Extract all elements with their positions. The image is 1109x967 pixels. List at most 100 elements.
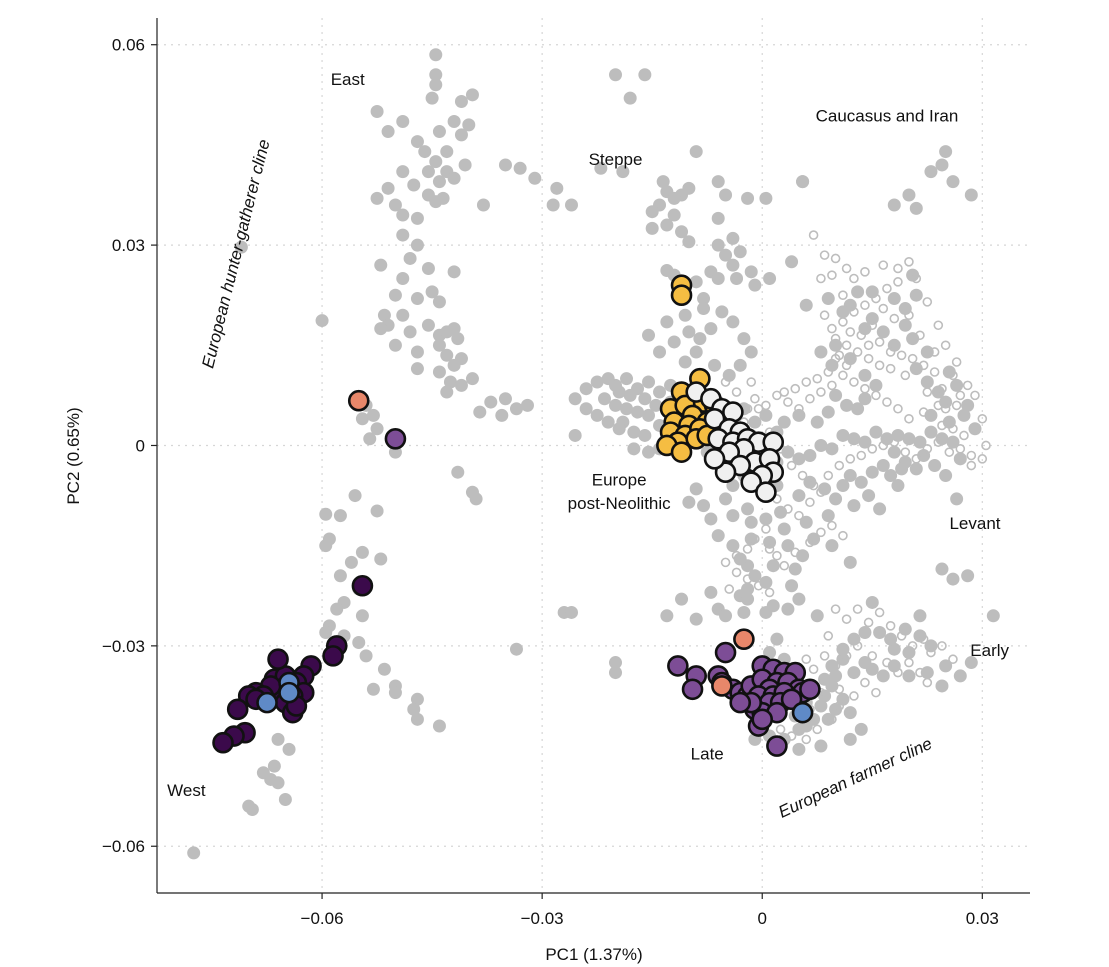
data-point-reference-open: [805, 393, 815, 404]
data-point-reference-open: [882, 283, 892, 294]
series-group: [698, 230, 991, 745]
data-point-reference: [638, 428, 652, 442]
data-point-reference-open: [926, 647, 936, 658]
data-point-reference: [843, 732, 857, 746]
data-point-reference: [388, 198, 402, 212]
data-point-reference: [374, 258, 388, 272]
data-point-reference: [425, 91, 439, 105]
data-point-reference: [741, 592, 755, 606]
data-point-reference: [667, 191, 681, 205]
data-point-reference: [366, 408, 380, 422]
data-point-reference: [432, 295, 446, 309]
data-point-reference: [462, 118, 476, 132]
data-point-reference: [719, 492, 733, 506]
data-point-reference-open: [779, 387, 790, 397]
data-point-reference: [964, 188, 978, 202]
data-point-reference: [642, 328, 656, 342]
data-point-reference: [766, 559, 780, 573]
data-point-reference: [675, 592, 689, 606]
data-point-sample: [256, 691, 278, 714]
data-point-reference: [407, 178, 421, 192]
data-point-reference: [829, 388, 843, 402]
data-point-reference-open: [827, 270, 837, 280]
data-point-reference: [403, 251, 417, 265]
data-point-reference-open: [790, 547, 801, 558]
data-point-reference: [440, 145, 454, 159]
data-point-sample: [703, 407, 726, 430]
data-point-sample: [755, 481, 777, 504]
data-point-reference: [887, 642, 901, 656]
data-point-sample: [729, 691, 752, 714]
data-point-reference-open: [889, 313, 900, 324]
data-point-reference: [887, 198, 901, 212]
data-point-reference: [697, 302, 711, 316]
data-point-reference: [689, 612, 703, 626]
data-point-reference-open: [805, 497, 815, 508]
data-point-reference-open: [830, 353, 841, 364]
data-point-reference: [876, 325, 890, 339]
y-tick-label: 0.06: [112, 36, 145, 55]
data-point-reference: [939, 469, 953, 483]
data-point-reference-open: [731, 567, 742, 578]
data-point-reference: [601, 415, 615, 429]
data-point-reference-open: [786, 731, 797, 741]
data-point-reference: [733, 552, 747, 566]
data-point-reference: [689, 145, 703, 159]
data-point-reference-open: [823, 367, 834, 377]
data-point-reference: [447, 322, 461, 336]
data-point-reference: [964, 656, 978, 670]
data-point-reference: [741, 502, 755, 516]
data-point-reference-open: [731, 550, 742, 561]
data-point-reference: [564, 605, 578, 619]
data-point-reference-open: [753, 403, 764, 414]
data-point-reference: [627, 425, 641, 439]
data-point-reference: [935, 679, 949, 693]
data-point-reference: [429, 155, 443, 169]
data-point-reference-open: [838, 530, 848, 541]
data-point-reference-open: [845, 454, 856, 464]
data-point-reference-open: [904, 657, 914, 668]
data-point-reference: [854, 475, 868, 489]
data-point-reference-open: [948, 423, 958, 434]
data-point-reference: [836, 479, 850, 493]
data-point-reference: [363, 432, 377, 446]
data-point-reference: [792, 452, 806, 466]
data-point-sample: [267, 648, 289, 671]
data-point-reference-open: [955, 390, 966, 401]
data-point-reference-open: [827, 714, 837, 725]
data-point-reference: [792, 592, 806, 606]
data-point-reference-open: [819, 250, 830, 260]
data-point-reference: [366, 682, 380, 696]
data-point-reference: [909, 462, 923, 476]
data-point-reference-open: [966, 460, 977, 471]
data-point-reference: [370, 422, 384, 436]
data-point-reference: [953, 669, 967, 683]
data-point-reference: [711, 211, 725, 225]
data-point-reference: [711, 529, 725, 543]
data-point-reference-open: [918, 407, 929, 417]
data-point-reference-open: [977, 413, 988, 424]
data-point-sample: [791, 701, 814, 724]
data-point-reference: [410, 345, 424, 359]
data-point-reference: [715, 305, 729, 319]
data-point-reference: [187, 846, 201, 860]
data-point-sample: [212, 731, 234, 754]
data-point-reference: [807, 532, 821, 546]
data-point-reference: [645, 205, 659, 219]
region-label: Late: [691, 744, 724, 763]
data-point-reference: [429, 195, 443, 209]
data-point-reference: [759, 191, 773, 205]
data-point-reference-open: [893, 277, 903, 287]
data-point-reference: [697, 499, 711, 513]
data-point-reference: [418, 145, 432, 159]
data-point-reference: [429, 48, 443, 62]
data-point-reference-open: [896, 631, 907, 641]
data-point-reference-open: [841, 651, 852, 661]
data-point-reference: [741, 582, 755, 596]
data-point-reference-open: [904, 413, 914, 424]
data-point-reference: [726, 315, 740, 329]
data-point-reference: [792, 408, 806, 422]
data-point-reference-open: [794, 510, 804, 521]
data-point-sample: [711, 675, 733, 697]
data-point-reference: [829, 338, 843, 352]
